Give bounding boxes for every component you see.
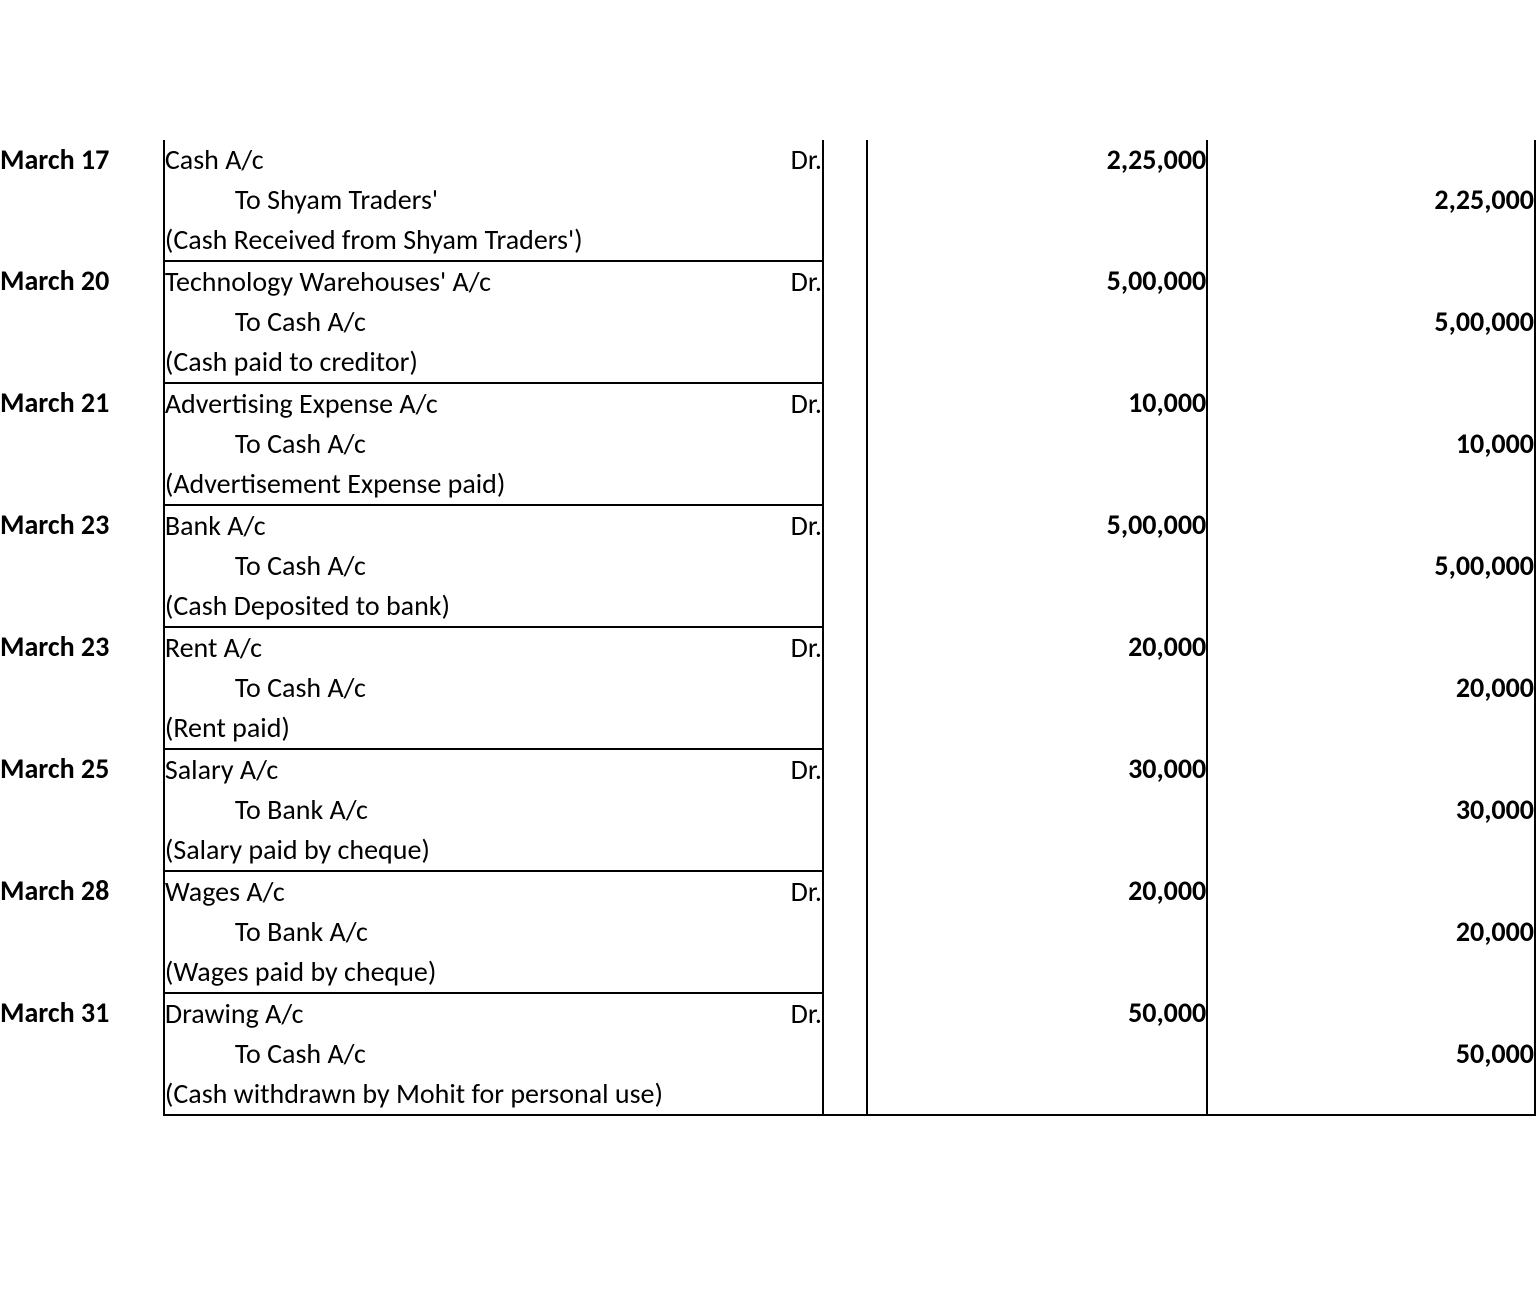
credit-account: To Cash A/c <box>165 546 822 586</box>
table-row: To Cash A/c 5,00,000 <box>0 546 1535 586</box>
credit-amount: 20,000 <box>1456 670 1534 705</box>
debit-amount: 10,000 <box>1128 385 1206 420</box>
table-row: March 23 Bank A/c Dr. 5,00,000 <box>0 505 1535 546</box>
dr-label: Dr. <box>791 262 822 302</box>
dr-label: Dr. <box>791 506 822 546</box>
credit-account: To Cash A/c <box>165 668 822 708</box>
credit-account: To Bank A/c <box>165 912 822 952</box>
table-row: To Cash A/c 5,00,000 <box>0 302 1535 342</box>
entry-date: March 23 <box>0 507 109 542</box>
credit-amount: 10,000 <box>1456 426 1534 461</box>
credit-account: To Cash A/c <box>165 1034 822 1074</box>
table-row: To Cash A/c 20,000 <box>0 668 1535 708</box>
dr-label: Dr. <box>791 140 822 180</box>
debit-account: Bank A/c <box>165 506 266 546</box>
credit-account: To Shyam Traders' <box>165 180 822 220</box>
credit-amount: 5,00,000 <box>1434 304 1534 339</box>
debit-account: Advertising Expense A/c <box>165 384 438 424</box>
narration: (Cash Deposited to bank) <box>165 586 822 626</box>
credit-amount: 5,00,000 <box>1434 548 1534 583</box>
table-row: March 23 Rent A/c Dr. 20,000 <box>0 627 1535 668</box>
debit-amount: 2,25,000 <box>1107 142 1207 177</box>
entry-date: March 17 <box>0 142 109 177</box>
debit-amount: 20,000 <box>1128 629 1206 664</box>
entry-date: March 28 <box>0 873 109 908</box>
narration: (Wages paid by cheque) <box>165 952 822 992</box>
table-row: (Advertisement Expense paid) <box>0 464 1535 505</box>
table-row: (Cash paid to creditor) <box>0 342 1535 383</box>
dr-label: Dr. <box>791 628 822 668</box>
table-row: (Rent paid) <box>0 708 1535 749</box>
table-row: (Cash Received from Shyam Traders') <box>0 220 1535 261</box>
debit-account: Technology Warehouses' A/c <box>165 262 491 302</box>
entry-date: March 21 <box>0 385 109 420</box>
table-row: March 28 Wages A/c Dr. 20,000 <box>0 871 1535 912</box>
table-row: To Shyam Traders' 2,25,000 <box>0 180 1535 220</box>
entry-date: March 23 <box>0 629 109 664</box>
dr-label: Dr. <box>791 872 822 912</box>
narration: (Cash Received from Shyam Traders') <box>165 220 822 260</box>
debit-amount: 20,000 <box>1128 873 1206 908</box>
narration: (Cash paid to creditor) <box>165 342 822 382</box>
dr-label: Dr. <box>791 994 822 1034</box>
table-row: (Salary paid by cheque) <box>0 830 1535 871</box>
table-row: (Wages paid by cheque) <box>0 952 1535 993</box>
narration: (Rent paid) <box>165 708 822 748</box>
table-row: March 21 Advertising Expense A/c Dr. 10,… <box>0 383 1535 424</box>
debit-account: Drawing A/c <box>165 994 304 1034</box>
debit-account: Wages A/c <box>165 872 285 912</box>
table-row: To Cash A/c 50,000 <box>0 1034 1535 1074</box>
credit-amount: 30,000 <box>1456 792 1534 827</box>
table-row: (Cash withdrawn by Mohit for personal us… <box>0 1074 1535 1115</box>
debit-account: Rent A/c <box>165 628 262 668</box>
entry-date: March 25 <box>0 751 109 786</box>
credit-amount: 2,25,000 <box>1434 182 1534 217</box>
table-row: March 25 Salary A/c Dr. 30,000 <box>0 749 1535 790</box>
credit-amount: 50,000 <box>1456 1036 1534 1071</box>
table-row: To Bank A/c 20,000 <box>0 912 1535 952</box>
debit-amount: 30,000 <box>1128 751 1206 786</box>
table-row: (Cash Deposited to bank) <box>0 586 1535 627</box>
debit-amount: 50,000 <box>1128 995 1206 1030</box>
table-row: March 31 Drawing A/c Dr. 50,000 <box>0 993 1535 1034</box>
credit-account: To Cash A/c <box>165 424 822 464</box>
dr-label: Dr. <box>791 384 822 424</box>
table-row: March 20 Technology Warehouses' A/c Dr. … <box>0 261 1535 302</box>
journal-table: March 17 Cash A/c Dr. 2,25,000 To Shyam … <box>0 140 1536 1116</box>
narration: (Advertisement Expense paid) <box>165 464 822 504</box>
debit-account: Salary A/c <box>165 750 278 790</box>
debit-amount: 5,00,000 <box>1107 263 1207 298</box>
narration: (Salary paid by cheque) <box>165 830 822 870</box>
table-row: March 17 Cash A/c Dr. 2,25,000 <box>0 140 1535 180</box>
dr-label: Dr. <box>791 750 822 790</box>
credit-account: To Bank A/c <box>165 790 822 830</box>
entry-date: March 20 <box>0 263 109 298</box>
entry-date: March 31 <box>0 995 109 1030</box>
debit-account: Cash A/c <box>165 140 264 180</box>
credit-amount: 20,000 <box>1456 914 1534 949</box>
narration: (Cash withdrawn by Mohit for personal us… <box>165 1074 822 1114</box>
credit-account: To Cash A/c <box>165 302 822 342</box>
table-row: To Bank A/c 30,000 <box>0 790 1535 830</box>
debit-amount: 5,00,000 <box>1107 507 1207 542</box>
table-row: To Cash A/c 10,000 <box>0 424 1535 464</box>
